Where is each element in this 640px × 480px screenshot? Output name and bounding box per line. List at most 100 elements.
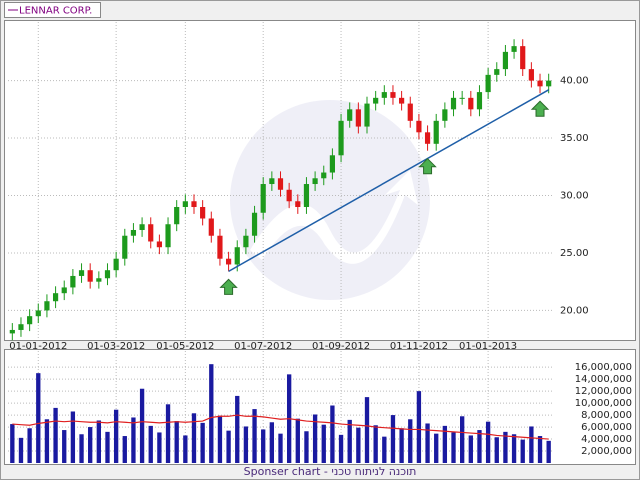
candle-body (303, 184, 310, 208)
volume-bar (174, 421, 179, 463)
candle-body (78, 270, 85, 276)
candle-body (546, 80, 552, 87)
volume-bar (330, 405, 335, 463)
volume-bar (18, 437, 24, 463)
candle-body (373, 97, 379, 104)
candle-body (174, 207, 180, 225)
volume-bar (10, 424, 15, 463)
candle-body (269, 178, 275, 185)
volume-bar (226, 430, 231, 463)
candle-body (139, 224, 145, 230)
y-tick-label: 25.00 (560, 248, 589, 259)
candle-body (476, 92, 483, 110)
volume-bar (278, 433, 283, 463)
signal-arrow (219, 278, 238, 295)
y-tick-label: 14,000,000 (575, 374, 632, 385)
trend-line (228, 89, 550, 273)
watermark-disc (230, 100, 430, 300)
volume-bar (434, 433, 439, 463)
x-tick-label: 01-03-2012 (87, 341, 145, 352)
candle-body (191, 201, 197, 208)
candle-body (355, 109, 361, 127)
volume-bar (53, 407, 58, 463)
candle-body (35, 310, 41, 317)
candle-body (217, 235, 223, 259)
candle-body (156, 241, 162, 248)
candle-body (61, 287, 67, 294)
volume-bar (425, 423, 430, 463)
volume-bar (529, 426, 534, 463)
volume-bar (399, 428, 404, 463)
candle-body (321, 172, 327, 179)
candle-body (113, 258, 119, 271)
volume-bar (390, 415, 396, 463)
candle-body (44, 301, 50, 311)
y-tick-label: 12,000,000 (575, 386, 632, 397)
volume-bar (321, 424, 326, 463)
candle-body (364, 103, 370, 127)
y-tick-label: 8,000,000 (581, 410, 632, 421)
candle-body (338, 120, 344, 156)
legend-box (4, 2, 101, 18)
volume-bar (382, 436, 387, 463)
volume-bar (416, 391, 422, 463)
volume-bar (373, 425, 378, 463)
volume-bar (304, 431, 309, 463)
volume-bar (269, 422, 275, 463)
candle-body (122, 235, 128, 259)
volume-bar (131, 417, 136, 463)
candle-body (312, 178, 318, 185)
volume-bar (191, 413, 197, 463)
candle-body (52, 293, 59, 302)
volume-bar (546, 440, 551, 463)
volume-bar (312, 414, 318, 463)
candle-body (251, 212, 258, 236)
candle-body (520, 46, 526, 70)
volume-bar (295, 418, 300, 463)
candle-body (295, 201, 301, 208)
y-tick-label: 30.00 (560, 191, 589, 202)
candle-body (243, 235, 249, 248)
volume-bar (442, 425, 448, 463)
x-tick-label: 01-01-2012 (9, 341, 67, 352)
watermark-arrow (250, 170, 418, 264)
candle-body (165, 224, 171, 248)
y-tick-label: 6,000,000 (581, 422, 632, 433)
candle-body (381, 92, 387, 98)
y-tick-label: 20.00 (560, 305, 589, 316)
candle-body (442, 109, 448, 121)
volume-bar (511, 434, 517, 463)
watermark (230, 100, 430, 300)
volume-bar (165, 404, 171, 463)
volume-bar (451, 432, 456, 463)
candle-body (528, 69, 534, 81)
volume-bar (157, 432, 162, 463)
volume-bar (460, 416, 465, 463)
candle-body (104, 270, 111, 279)
candle-body (485, 74, 491, 93)
candle-body (390, 92, 396, 98)
candle-body (200, 207, 206, 219)
volume-bar (27, 428, 32, 463)
volume-bar (36, 373, 41, 463)
candle-body (87, 270, 93, 282)
candle-body (277, 178, 284, 190)
legend-label: LENNAR CORP. (19, 6, 92, 17)
candle-body (148, 224, 154, 242)
volume-bar (468, 435, 473, 463)
volume-bar (347, 419, 352, 463)
volume-bar (200, 422, 205, 463)
candle-body (18, 324, 24, 330)
candle-body (424, 132, 431, 144)
signal-arrow (418, 157, 437, 175)
y-tick-label: 35.00 (560, 133, 589, 144)
y-tick-label: 10,000,000 (575, 398, 632, 409)
candle-body (416, 120, 422, 133)
volume-bar (79, 434, 84, 463)
volume-bar (537, 436, 543, 463)
candle-body (468, 97, 474, 110)
candle-body (234, 247, 240, 265)
candle-body (286, 189, 292, 202)
x-tick-label: 01-09-2012 (312, 341, 370, 352)
volume-bar (105, 431, 110, 463)
